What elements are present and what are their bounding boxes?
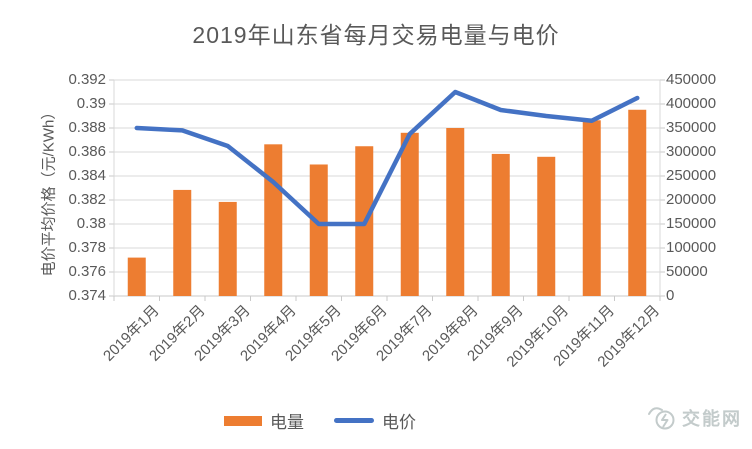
legend-item-price: 电价 <box>334 408 416 433</box>
left-axis-tick-label: 0.382 <box>68 191 106 208</box>
cat-lightning-logo-icon <box>648 407 675 430</box>
legend-price-label: 电价 <box>382 413 416 432</box>
left-axis-tick-label: 0.378 <box>68 239 106 256</box>
chart-legend: 电量 电价 <box>0 408 640 433</box>
right-axis-tick-label: 50000 <box>666 263 708 280</box>
left-axis-tick-label: 0.386 <box>68 143 106 160</box>
right-axis-tick-label: 350000 <box>666 119 717 136</box>
right-axis-tick-label: 100000 <box>666 239 717 256</box>
left-axis-tick-label: 0.374 <box>68 287 106 304</box>
volume-bar <box>127 257 146 296</box>
volume-bar <box>400 132 419 296</box>
volume-swatch-icon <box>224 415 262 426</box>
volume-bar <box>537 156 556 296</box>
right-axis-tick-label: 250000 <box>666 167 717 184</box>
volume-bar <box>491 153 510 296</box>
right-axis-tick-label: 450000 <box>666 71 717 88</box>
watermark-text: 交能网 <box>682 409 742 429</box>
left-axis-tick-label: 0.388 <box>68 119 106 136</box>
legend-item-volume: 电量 <box>224 408 304 433</box>
left-axis-tick-label: 0.392 <box>68 71 106 88</box>
right-axis-tick-label: 200000 <box>666 191 717 208</box>
price-line <box>134 89 640 227</box>
watermark: 交能网 <box>646 402 742 434</box>
price-swatch-icon <box>334 418 374 423</box>
volume-bar <box>582 120 601 296</box>
volume-bar <box>218 201 237 296</box>
volume-bar <box>309 164 328 296</box>
right-axis-tick-label: 400000 <box>666 95 717 112</box>
right-axis-tick-label: 150000 <box>666 215 717 232</box>
volume-bar <box>264 144 283 296</box>
volume-bar <box>628 109 647 296</box>
left-axis-tick-label: 0.384 <box>68 167 106 184</box>
volume-bar <box>173 189 192 296</box>
left-axis-tick-label: 0.376 <box>68 263 106 280</box>
right-axis-tick-label: 300000 <box>666 143 717 160</box>
chart-title: 2019年山东省每月交易电量与电价 <box>192 22 560 48</box>
right-axis-tick-label: 0 <box>666 287 675 304</box>
left-axis-tick-label: 0.39 <box>76 95 106 112</box>
legend-volume-label: 电量 <box>270 413 304 432</box>
volume-bar <box>446 128 465 296</box>
left-axis-tick-label: 0.38 <box>76 215 106 232</box>
